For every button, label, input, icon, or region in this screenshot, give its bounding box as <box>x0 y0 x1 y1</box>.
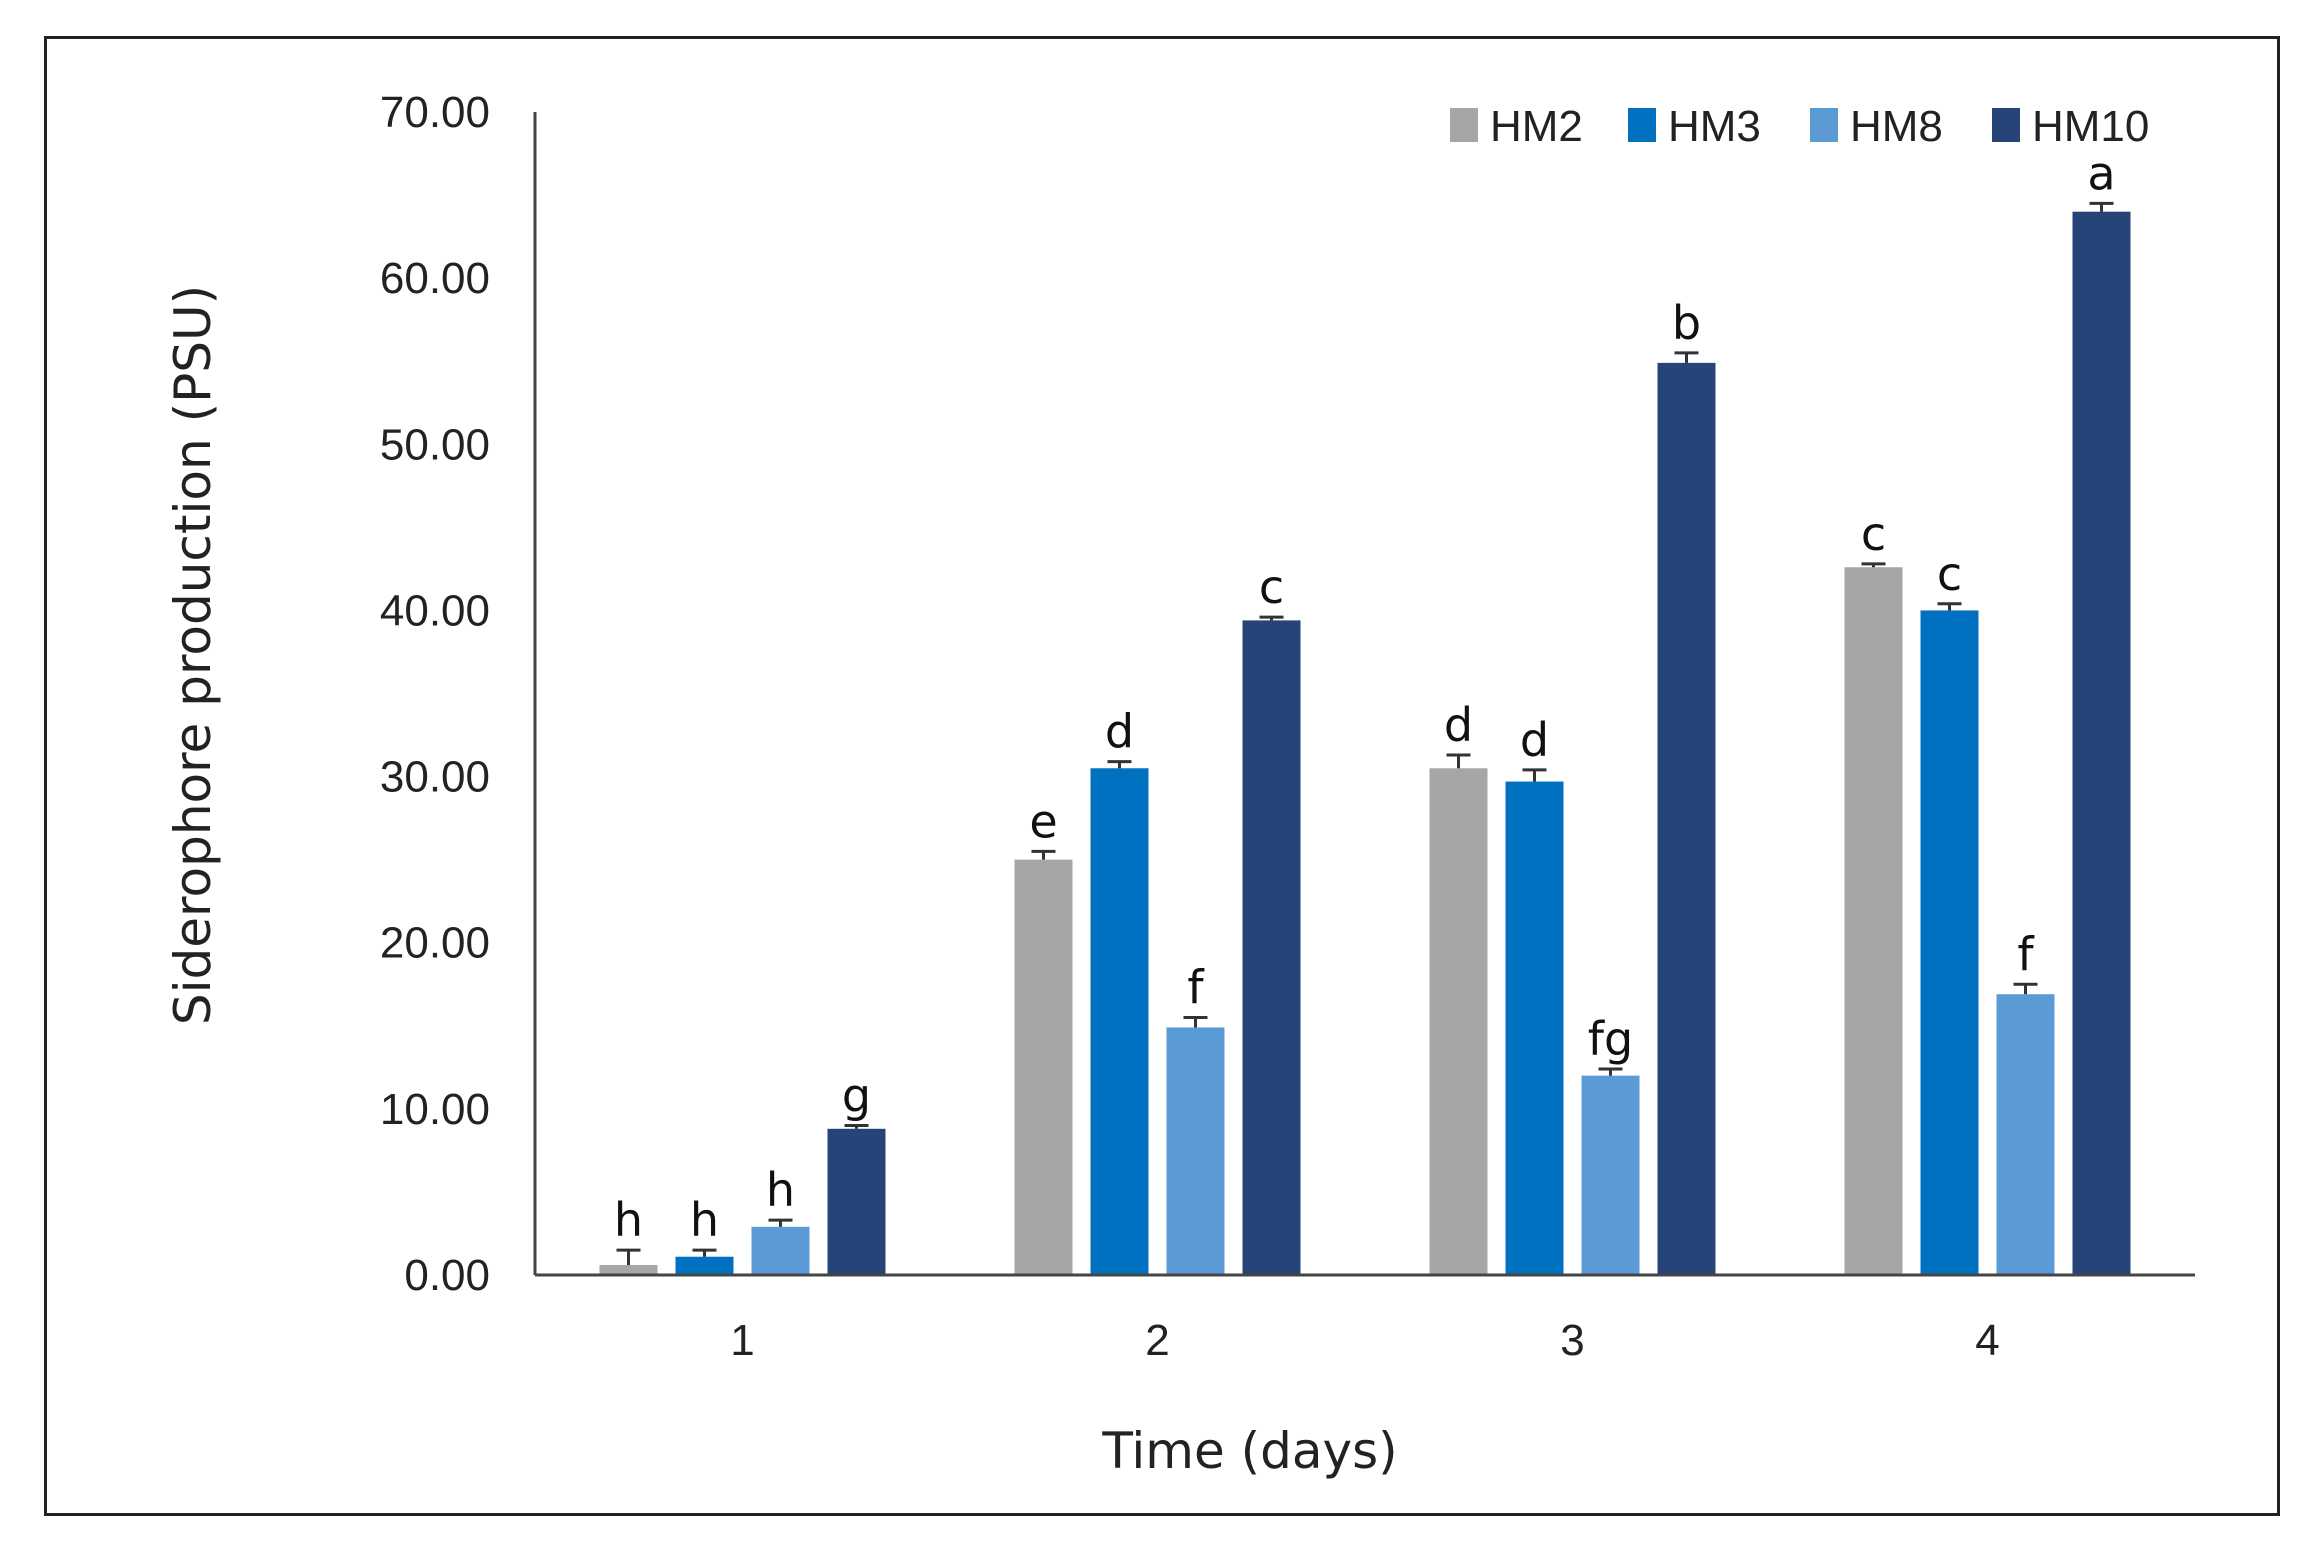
bar <box>1090 768 1149 1275</box>
bar <box>1242 620 1301 1275</box>
bar <box>599 1265 658 1275</box>
figure-frame <box>44 36 2280 1516</box>
significance-letter: c <box>1937 547 1962 601</box>
legend-label: HM3 <box>1668 102 1761 151</box>
significance-letter: h <box>766 1163 795 1217</box>
legend-label: HM10 <box>2032 102 2149 151</box>
legend: HM2 HM3 HM8 HM10 <box>1450 102 2149 151</box>
significance-letter: g <box>842 1068 871 1122</box>
significance-letter: h <box>614 1193 643 1247</box>
y-axis-ticks: 0.00 10.00 20.00 30.00 40.00 50.00 60.00 70.00 <box>380 88 490 1300</box>
legend-swatch <box>1628 108 1656 142</box>
y-tick-label: 10.00 <box>380 1085 490 1134</box>
y-tick-label: 70.00 <box>380 88 490 137</box>
significance-letter: c <box>1861 507 1886 561</box>
bar <box>1166 1027 1225 1275</box>
bar <box>1505 781 1564 1275</box>
bar <box>1014 859 1073 1275</box>
bar <box>751 1226 810 1275</box>
y-tick-label: 60.00 <box>380 254 490 303</box>
bar <box>827 1128 886 1275</box>
significance-letter: fg <box>1588 1012 1633 1066</box>
x-axis-ticks: 1 2 3 4 <box>730 1316 1999 1365</box>
y-tick-label: 30.00 <box>380 753 490 802</box>
bar <box>1657 362 1716 1275</box>
significance-letter: b <box>1672 296 1701 350</box>
significance-letter: a <box>2087 146 2115 200</box>
bar <box>2072 211 2131 1276</box>
significance-letter: f <box>1187 960 1205 1014</box>
bar <box>1581 1075 1640 1275</box>
legend-label: HM8 <box>1850 102 1943 151</box>
legend-label: HM2 <box>1490 102 1583 151</box>
x-tick-label: 3 <box>1560 1316 1584 1365</box>
y-tick-label: 50.00 <box>380 420 490 469</box>
bar <box>1844 567 1903 1275</box>
legend-swatch <box>1450 108 1478 142</box>
x-tick-label: 2 <box>1145 1316 1169 1365</box>
significance-letter: e <box>1029 794 1057 848</box>
significance-letter: f <box>2017 927 2035 981</box>
x-tick-label: 4 <box>1975 1316 1999 1365</box>
legend-swatch <box>1810 108 1838 142</box>
significance-letter: d <box>1105 705 1134 759</box>
significance-letter: c <box>1259 560 1284 614</box>
significance-letter: h <box>690 1193 719 1247</box>
bar <box>1920 610 1979 1275</box>
y-tick-label: 40.00 <box>380 586 490 635</box>
legend-swatch <box>1992 108 2020 142</box>
y-tick-label: 0.00 <box>404 1251 490 1300</box>
significance-letter: d <box>1520 713 1549 767</box>
y-axis-title: Siderophore production (PSU) <box>164 285 222 1025</box>
x-axis-title: Time (days) <box>1101 1422 1397 1480</box>
bar <box>1996 994 2055 1275</box>
bar <box>675 1256 734 1275</box>
x-tick-label: 1 <box>730 1316 754 1365</box>
significance-letter: d <box>1444 698 1473 752</box>
bar <box>1429 768 1488 1275</box>
y-tick-label: 20.00 <box>380 919 490 968</box>
